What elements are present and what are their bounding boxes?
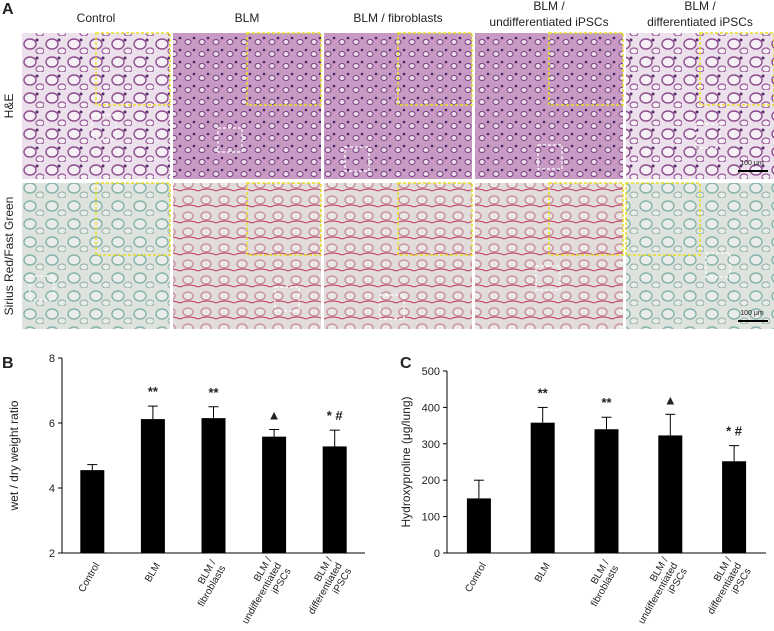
y-tick-label: 2 xyxy=(49,548,55,560)
significance: * # xyxy=(726,424,743,439)
y-tick-label: 100 xyxy=(422,512,440,524)
significance: ** xyxy=(601,395,612,410)
zoom-box xyxy=(91,114,117,140)
significance: ▲ xyxy=(664,392,677,407)
y-tick-label: 6 xyxy=(49,418,55,430)
zoom-box xyxy=(344,146,370,172)
x-tick-label-group: BLM /fibroblasts xyxy=(589,558,621,609)
zoom-box xyxy=(535,265,561,291)
x-tick-label: BLM xyxy=(143,561,163,584)
x-tick-label-group: Control xyxy=(77,561,103,594)
bar xyxy=(722,461,747,553)
column-header: BLM / fibroblasts xyxy=(353,11,442,25)
significance: ** xyxy=(538,385,549,400)
bar xyxy=(658,435,683,553)
inset xyxy=(397,32,473,106)
y-tick-label: 500 xyxy=(422,366,440,378)
column-header: Control xyxy=(77,11,116,25)
panel-label: C xyxy=(400,355,412,372)
y-tick-label: 400 xyxy=(422,402,440,414)
panel-label: A xyxy=(2,1,14,18)
y-tick-label: 300 xyxy=(422,439,440,451)
y-axis-label: wet / dry weight ratio xyxy=(7,400,21,511)
significance: ** xyxy=(208,385,219,400)
x-tick-label: Control xyxy=(77,561,103,594)
significance: ** xyxy=(148,384,159,399)
bar xyxy=(140,419,165,553)
scale-bar-label: 100 μm xyxy=(740,160,764,167)
zoom-box xyxy=(379,294,405,320)
bar xyxy=(594,429,619,553)
column-header: BLM / xyxy=(684,0,716,13)
inset xyxy=(246,32,322,106)
bar xyxy=(322,446,347,553)
zoom-box xyxy=(29,275,55,301)
row-label: H&E xyxy=(2,94,16,119)
bar xyxy=(466,498,491,553)
column-header: BLM / xyxy=(533,0,565,13)
x-tick-label-group: Control xyxy=(463,561,489,594)
inset xyxy=(95,182,171,256)
inset xyxy=(699,32,774,106)
zoom-box xyxy=(705,252,731,278)
y-tick-label: 4 xyxy=(49,483,55,495)
y-tick-label: 200 xyxy=(422,475,440,487)
significance: * # xyxy=(327,408,344,423)
inset xyxy=(246,182,322,256)
x-tick-label: Control xyxy=(463,561,489,594)
column-header: BLM xyxy=(235,11,260,25)
inset xyxy=(625,182,701,256)
inset xyxy=(548,182,624,256)
inset xyxy=(397,182,473,256)
panel-a: A xyxy=(2,1,14,18)
x-tick-label-group: BLM /fibroblasts xyxy=(196,558,228,609)
y-tick-label: 8 xyxy=(49,353,55,365)
zoom-box xyxy=(274,286,300,312)
y-tick-label: 0 xyxy=(434,548,440,560)
column-header: undifferentiated iPSCs xyxy=(489,15,608,29)
zoom-box xyxy=(537,144,563,170)
column-header: differentiated iPSCs xyxy=(647,15,753,29)
panel-label: B xyxy=(2,355,14,372)
zoom-box xyxy=(695,123,721,149)
zoom-box xyxy=(217,127,243,153)
bar xyxy=(530,422,555,553)
row-label: Sirius Red/Fast Green xyxy=(2,197,16,316)
bar xyxy=(80,470,105,553)
x-tick-label-group: BLM xyxy=(533,561,553,584)
inset xyxy=(548,32,624,106)
y-axis-label: Hydroxyproline (μg/lung) xyxy=(399,397,413,528)
x-tick-label: BLM xyxy=(533,561,553,584)
x-tick-label-group: BLM xyxy=(143,561,163,584)
bar xyxy=(262,436,287,553)
significance: ▲ xyxy=(268,408,281,423)
scale-bar-label: 100 μm xyxy=(740,310,764,317)
inset xyxy=(95,32,171,106)
bar xyxy=(201,418,226,553)
